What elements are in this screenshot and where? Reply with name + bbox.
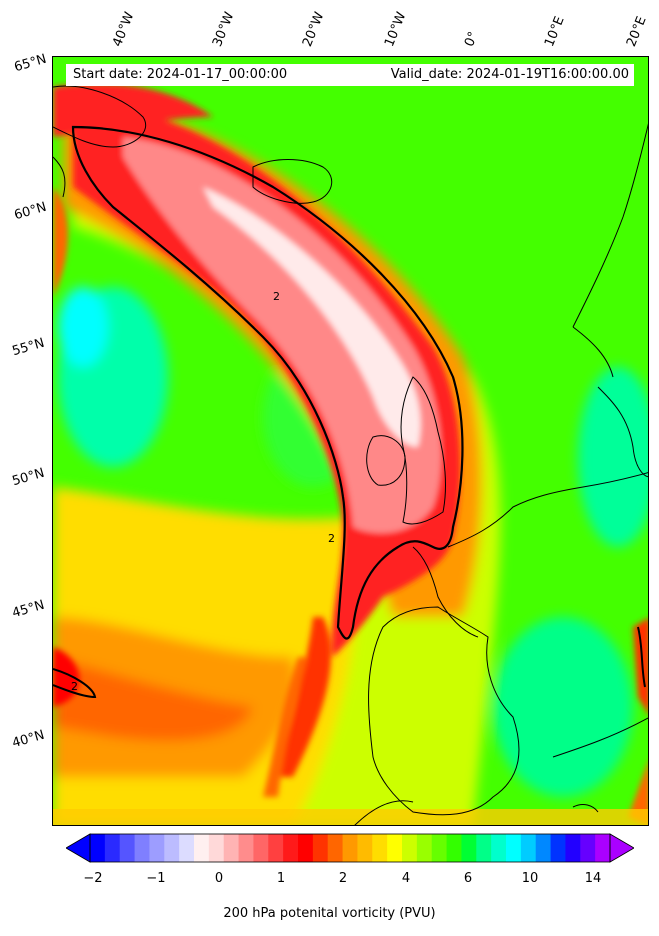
colorbar-max-arrow xyxy=(609,833,634,863)
france-coast xyxy=(412,546,479,638)
colorbar-cell xyxy=(431,834,448,862)
colorbar-cell xyxy=(164,834,180,862)
colorbar-cell xyxy=(476,834,492,862)
colorbar-cell xyxy=(506,834,522,862)
colorbar-min-arrow xyxy=(66,833,91,863)
colorbar-tick: −2 xyxy=(83,871,103,886)
date-header: Start date: 2024-01-17_00:00:00 Valid_da… xyxy=(66,64,634,86)
colorbar-tick: 0 xyxy=(214,871,224,886)
lat-label-40n: 40°N xyxy=(10,727,47,752)
pv-2-contour-west xyxy=(53,668,97,699)
map-panel: 2 2 2 xyxy=(52,56,649,826)
coastlines xyxy=(53,85,648,825)
colorbar-cell xyxy=(253,834,269,862)
colorbar-cell xyxy=(446,834,462,862)
colorbar-cell xyxy=(565,834,581,862)
lon-label-0: 0° xyxy=(462,29,482,49)
colorbar-tick: 2 xyxy=(338,871,348,886)
colorbar xyxy=(66,833,634,863)
colorbar-cell xyxy=(194,834,210,862)
colorbar-cell xyxy=(387,834,403,862)
lon-label-10w: 10°W xyxy=(382,10,410,49)
colorbar-cell xyxy=(372,834,388,862)
colorbar-cell xyxy=(179,834,195,862)
colorbar-tick: 10 xyxy=(521,871,539,886)
pv-low-patch-east xyxy=(578,367,648,547)
lon-label-10e: 10°E xyxy=(542,14,568,49)
lat-label-45n: 45°N xyxy=(10,597,47,622)
colorbar-cell xyxy=(491,834,507,862)
colorbar-cell xyxy=(208,834,225,862)
colorbar-tick: 6 xyxy=(463,871,473,886)
lat-label-65n: 65°N xyxy=(12,51,49,76)
colorbar-cell xyxy=(104,834,121,862)
colorbar-cell xyxy=(223,834,240,862)
lat-label-50n: 50°N xyxy=(10,465,47,490)
great-britain-coast xyxy=(400,376,446,525)
colorbar-cell xyxy=(520,834,537,862)
colorbar-cell xyxy=(283,834,299,862)
ireland-coast xyxy=(366,435,406,486)
greenland-coast xyxy=(53,85,146,148)
contour-label: 2 xyxy=(273,290,280,303)
colorbar-cell xyxy=(298,834,314,862)
colorbar-cell xyxy=(402,834,418,862)
pv-pink-core xyxy=(123,137,442,533)
iberia-coast xyxy=(368,606,520,816)
lat-label-60n: 60°N xyxy=(12,199,49,224)
colorbar-tick: 14 xyxy=(584,871,602,886)
contour-label-2: 2 xyxy=(328,532,335,545)
colorbar-cell xyxy=(595,834,611,862)
colorbar-cell xyxy=(342,834,358,862)
contour-label-3: 2 xyxy=(71,680,78,693)
pv-white-core xyxy=(203,187,421,447)
pv-2-contour xyxy=(71,125,464,640)
pv-field-map: 2 2 2 xyxy=(53,57,648,825)
colorbar-cell xyxy=(268,834,284,862)
colorbar-tick: −1 xyxy=(146,871,166,886)
colorbar-cell xyxy=(327,834,344,862)
colorbar-cell xyxy=(535,834,552,862)
colorbar-cell xyxy=(238,834,254,862)
valid-date-label: Valid_date: 2024-01-19T16:00:00.00 xyxy=(390,67,629,82)
lat-label-55n: 55°N xyxy=(10,335,47,360)
colorbar-tick: 4 xyxy=(401,871,411,886)
iceland-coast xyxy=(252,159,333,204)
colorbar-cell xyxy=(416,834,433,862)
colorbar-cell xyxy=(134,834,150,862)
europe-coast xyxy=(447,472,648,548)
colorbar-tick: 1 xyxy=(276,871,286,886)
colorbar-label: 200 hPa potenital vorticity (PVU) xyxy=(223,906,436,921)
colorbar-cell xyxy=(357,834,373,862)
norway-coast xyxy=(572,123,648,328)
colorbar-cell xyxy=(550,834,566,862)
colorbar-cell xyxy=(90,834,106,862)
lon-label-40w: 40°W xyxy=(110,10,138,49)
lon-label-20e: 20°E xyxy=(624,14,650,49)
start-date-label: Start date: 2024-01-17_00:00:00 xyxy=(73,67,288,82)
colorbar-cell xyxy=(580,834,596,862)
lon-label-30w: 30°W xyxy=(210,10,238,49)
lon-label-20w: 20°W xyxy=(300,10,328,49)
colorbar-cell xyxy=(149,834,165,862)
colorbar-cell xyxy=(312,834,329,862)
colorbar-cell xyxy=(119,834,136,862)
colorbar-cell xyxy=(461,834,477,862)
